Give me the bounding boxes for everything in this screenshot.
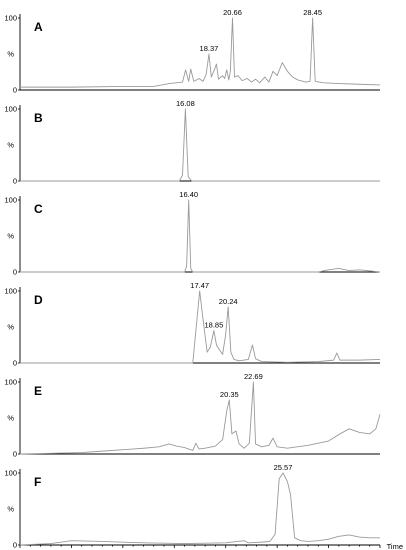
peak-label-e-22-69: 22.69 bbox=[244, 372, 263, 381]
panel-c-trace bbox=[20, 199, 381, 273]
panel-f: 0 100% F 25.57 bbox=[4, 463, 380, 550]
panel-f-percent-label: % bbox=[7, 505, 14, 514]
panel-b-trace bbox=[20, 108, 380, 182]
panel-c-letter: C bbox=[34, 202, 43, 216]
panel-c: 0 100% C 16.40 bbox=[4, 190, 381, 277]
chromatogram-panels: 0 100% A 18.37 20.66 28.45 0 100% B 16.08 0 100% C 16… bbox=[4, 8, 381, 550]
panel-d-letter: D bbox=[34, 293, 43, 307]
panel-e-percent-label: % bbox=[7, 414, 14, 423]
panel-b-ytick-label: 100 bbox=[4, 105, 17, 114]
panel-a-ytick-label: 0 bbox=[13, 86, 17, 95]
panel-f-trace bbox=[19, 472, 380, 546]
panel-c-percent-label: % bbox=[7, 232, 14, 241]
panel-b-letter: B bbox=[34, 111, 43, 125]
panel-e-letter: E bbox=[34, 384, 42, 398]
panel-d-percent-label: % bbox=[7, 323, 14, 332]
panel-a-letter: A bbox=[34, 20, 43, 34]
panel-e-trace bbox=[19, 381, 381, 455]
panel-b-ytick-label: 0 bbox=[13, 177, 17, 186]
panel-a-ytick-label: 100 bbox=[4, 14, 17, 23]
panel-b-percent-label: % bbox=[7, 141, 14, 150]
panel-c-ytick-label: 100 bbox=[4, 196, 17, 205]
panel-a: 0 100% A 18.37 20.66 28.45 bbox=[4, 8, 381, 95]
panel-e-ytick-label: 0 bbox=[13, 450, 17, 459]
panel-c-ytick-label: 0 bbox=[13, 268, 17, 277]
panel-d: 0 100% D 17.47 18.85 20.24 bbox=[4, 281, 381, 368]
peak-label-f-25-57: 25.57 bbox=[274, 463, 293, 472]
panel-d-trace bbox=[20, 290, 381, 364]
panel-b: 0 100% B 16.08 bbox=[4, 99, 380, 186]
panel-a-percent-label: % bbox=[7, 50, 14, 59]
panel-f-ytick-label: 0 bbox=[13, 541, 17, 550]
peak-label-d-18-85: 18.85 bbox=[204, 321, 223, 330]
x-axis-title: Time bbox=[387, 542, 403, 550]
peak-label-c-16-40: 16.40 bbox=[179, 190, 198, 199]
peak-label-e-20-35: 20.35 bbox=[220, 390, 239, 399]
peak-label-a-20-66: 20.66 bbox=[223, 8, 242, 17]
peak-label-a-18-37: 18.37 bbox=[200, 44, 219, 53]
peak-label-d-20-24: 20.24 bbox=[219, 297, 238, 306]
panel-d-ytick-label: 100 bbox=[4, 287, 17, 296]
peak-label-b-16-08: 16.08 bbox=[176, 99, 195, 108]
peak-label-a-28-45: 28.45 bbox=[303, 8, 322, 17]
panel-f-letter: F bbox=[34, 475, 41, 489]
panel-f-ytick-label: 100 bbox=[4, 469, 17, 478]
x-axis: 0.005.0010.0015.0020.0025.0030.0035.00Ti… bbox=[19, 542, 403, 550]
panel-d-ytick-label: 0 bbox=[13, 359, 17, 368]
panel-e-ytick-label: 100 bbox=[4, 378, 17, 387]
peak-label-d-17-47: 17.47 bbox=[190, 281, 209, 290]
panel-e: 0 100% E 20.35 22.69 bbox=[4, 372, 381, 459]
panel-a-trace bbox=[20, 17, 381, 88]
